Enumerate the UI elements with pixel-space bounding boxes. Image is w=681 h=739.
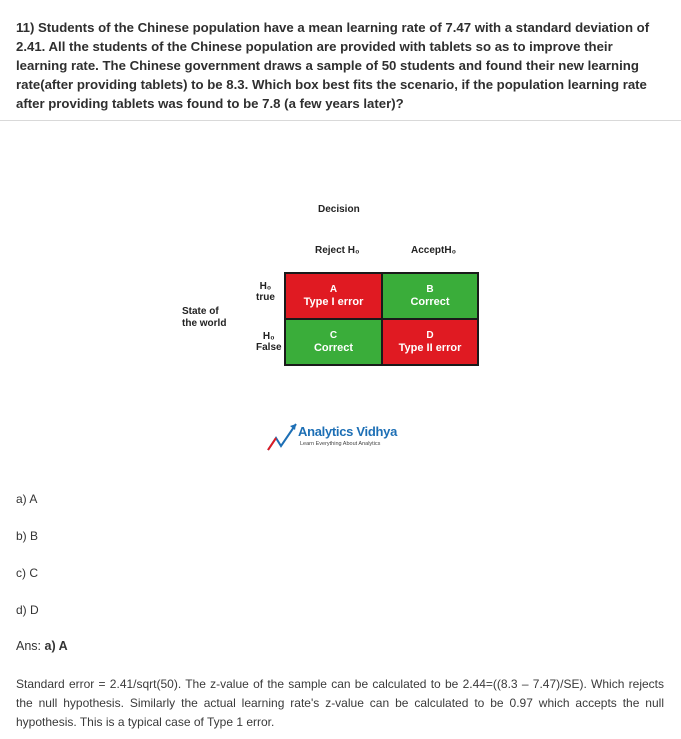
cell-d-letter: D: [426, 330, 434, 341]
answer-line: Ans: a) A: [16, 639, 68, 653]
cell-d-label: Type II error: [398, 342, 462, 354]
cell-a-label: Type I error: [303, 296, 364, 308]
h0-false-symbol: H₀: [262, 331, 275, 342]
decision-matrix: A Type I error B Correct C Correct D Typ…: [284, 272, 479, 366]
accept-h0-label: AcceptH₀: [411, 245, 457, 256]
h0-false-word: False: [256, 342, 282, 353]
option-c: c) C: [16, 566, 38, 580]
cell-a-letter: A: [329, 284, 338, 295]
cell-b: B Correct: [383, 274, 477, 318]
h0-true-symbol: H₀: [259, 281, 272, 292]
cell-d: D Type II error: [383, 320, 477, 364]
cell-a: A Type I error: [286, 274, 381, 318]
logo-name: Analytics Vidhya: [298, 424, 398, 439]
trend-arrow-icon: [267, 423, 297, 451]
answer-explanation: Standard error = 2.41/sqrt(50). The z-va…: [16, 677, 664, 729]
analytics-vidhya-logo: Analytics Vidhya Learn Everything About …: [266, 420, 406, 456]
logo-tagline: Learn Everything About Analytics: [300, 441, 381, 447]
question-text: 11) Students of the Chinese population h…: [16, 20, 650, 111]
h0-true-label: H₀ true: [256, 281, 275, 303]
state-of-world-line2: the world: [182, 318, 227, 329]
option-d: d) D: [16, 603, 39, 617]
h0-true-word: true: [256, 292, 275, 303]
cell-b-letter: B: [426, 284, 434, 295]
h0-false-label: H₀ False: [256, 331, 282, 353]
cell-c-letter: C: [329, 330, 338, 341]
answer-value: a) A: [44, 639, 68, 653]
cell-c-label: Correct: [313, 342, 354, 354]
state-of-world-line1: State of: [182, 306, 219, 317]
cell-c: C Correct: [286, 320, 381, 364]
type-error-figure: Decision Reject H₀ AcceptH₀ State of the…: [182, 204, 479, 456]
answer-prefix: Ans:: [16, 639, 45, 653]
divider: [0, 120, 681, 121]
reject-h0-label: Reject H₀: [315, 245, 360, 256]
option-a: a) A: [16, 492, 38, 506]
option-b: b) B: [16, 529, 39, 543]
state-of-world-label: State of the world: [182, 306, 226, 330]
cell-b-label: Correct: [410, 296, 450, 308]
decision-heading: Decision: [318, 204, 360, 215]
